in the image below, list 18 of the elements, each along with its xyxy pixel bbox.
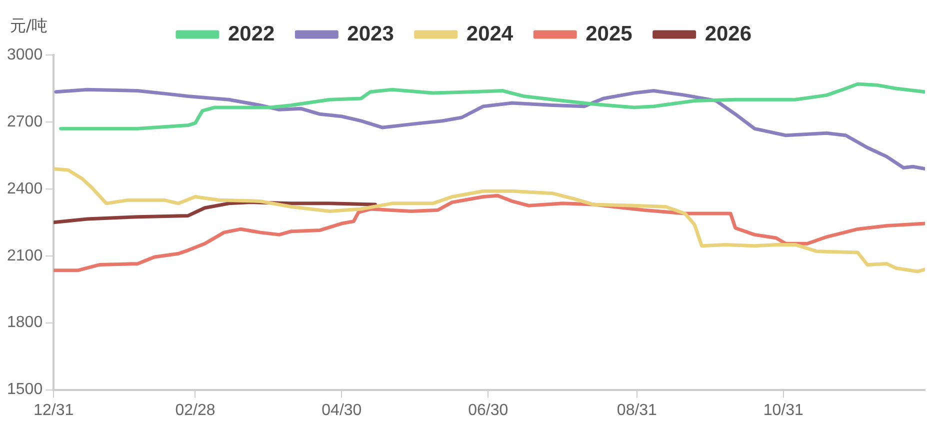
y-tick-label: 1800: [7, 314, 43, 332]
y-tick-label: 2100: [7, 247, 43, 264]
legend-label: 2023: [347, 22, 394, 46]
legend-label: 2022: [228, 22, 275, 46]
y-tick-label: 1500: [7, 381, 43, 398]
y-axis-title: 元/吨: [10, 16, 48, 36]
x-tick-label: 06/30: [468, 402, 508, 419]
y-tick-label: 2400: [7, 180, 43, 198]
x-tick-label: 12/31: [34, 402, 74, 419]
x-tick-label: 10/31: [763, 402, 804, 419]
legend-label: 2025: [586, 22, 633, 46]
legend-label: 2026: [704, 22, 752, 46]
y-tick-label: 3000: [7, 46, 43, 64]
x-tick-label: 02/28: [175, 402, 216, 419]
y-tick-label: 2700: [7, 113, 43, 130]
x-tick-label: 08/31: [616, 402, 658, 419]
legend-label: 2024: [466, 22, 514, 46]
x-tick-label: 04/30: [322, 402, 362, 419]
